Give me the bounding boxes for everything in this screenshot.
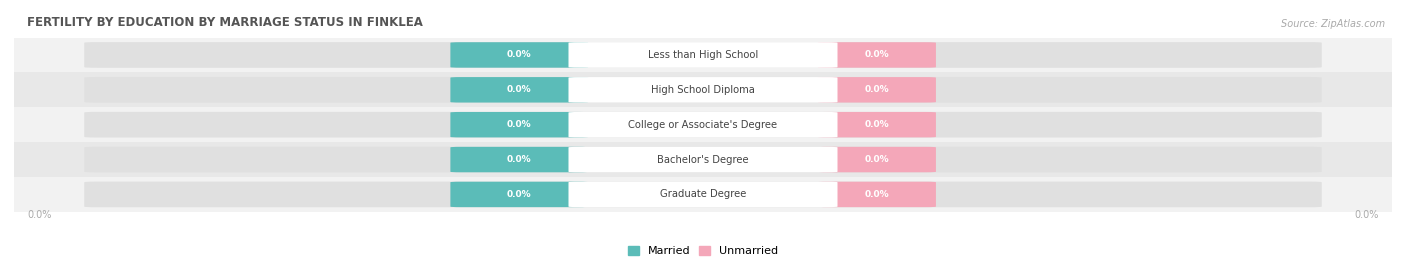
Text: 0.0%: 0.0% [865, 190, 889, 199]
Text: High School Diploma: High School Diploma [651, 85, 755, 95]
Text: 0.0%: 0.0% [865, 51, 889, 59]
Text: College or Associate's Degree: College or Associate's Degree [628, 120, 778, 130]
Text: 0.0%: 0.0% [508, 120, 531, 129]
Text: Graduate Degree: Graduate Degree [659, 189, 747, 199]
FancyBboxPatch shape [450, 42, 588, 68]
FancyBboxPatch shape [84, 77, 1322, 103]
FancyBboxPatch shape [818, 182, 936, 207]
Text: 0.0%: 0.0% [865, 120, 889, 129]
Text: 0.0%: 0.0% [508, 190, 531, 199]
Text: 0.0%: 0.0% [865, 85, 889, 94]
Legend: Married, Unmarried: Married, Unmarried [627, 246, 779, 256]
Text: 0.0%: 0.0% [508, 51, 531, 59]
Bar [14, 177, 1392, 212]
FancyBboxPatch shape [450, 77, 588, 102]
FancyBboxPatch shape [818, 147, 936, 172]
Bar [14, 72, 1392, 107]
FancyBboxPatch shape [568, 112, 838, 137]
FancyBboxPatch shape [84, 147, 1322, 172]
Text: 0.0%: 0.0% [27, 210, 52, 220]
FancyBboxPatch shape [450, 147, 588, 172]
FancyBboxPatch shape [84, 42, 1322, 68]
Text: 0.0%: 0.0% [1354, 210, 1379, 220]
FancyBboxPatch shape [568, 182, 838, 207]
FancyBboxPatch shape [84, 112, 1322, 137]
Text: Less than High School: Less than High School [648, 50, 758, 60]
Bar [14, 107, 1392, 142]
Text: Source: ZipAtlas.com: Source: ZipAtlas.com [1281, 19, 1385, 29]
Text: FERTILITY BY EDUCATION BY MARRIAGE STATUS IN FINKLEA: FERTILITY BY EDUCATION BY MARRIAGE STATU… [27, 16, 423, 30]
Bar [14, 142, 1392, 177]
Text: Bachelor's Degree: Bachelor's Degree [657, 155, 749, 165]
FancyBboxPatch shape [450, 182, 588, 207]
FancyBboxPatch shape [818, 42, 936, 68]
FancyBboxPatch shape [568, 147, 838, 172]
FancyBboxPatch shape [568, 77, 838, 102]
Text: 0.0%: 0.0% [508, 85, 531, 94]
FancyBboxPatch shape [818, 112, 936, 137]
FancyBboxPatch shape [450, 112, 588, 137]
FancyBboxPatch shape [84, 182, 1322, 207]
FancyBboxPatch shape [568, 42, 838, 68]
Bar [14, 37, 1392, 72]
Text: 0.0%: 0.0% [508, 155, 531, 164]
FancyBboxPatch shape [818, 77, 936, 102]
Text: 0.0%: 0.0% [865, 155, 889, 164]
